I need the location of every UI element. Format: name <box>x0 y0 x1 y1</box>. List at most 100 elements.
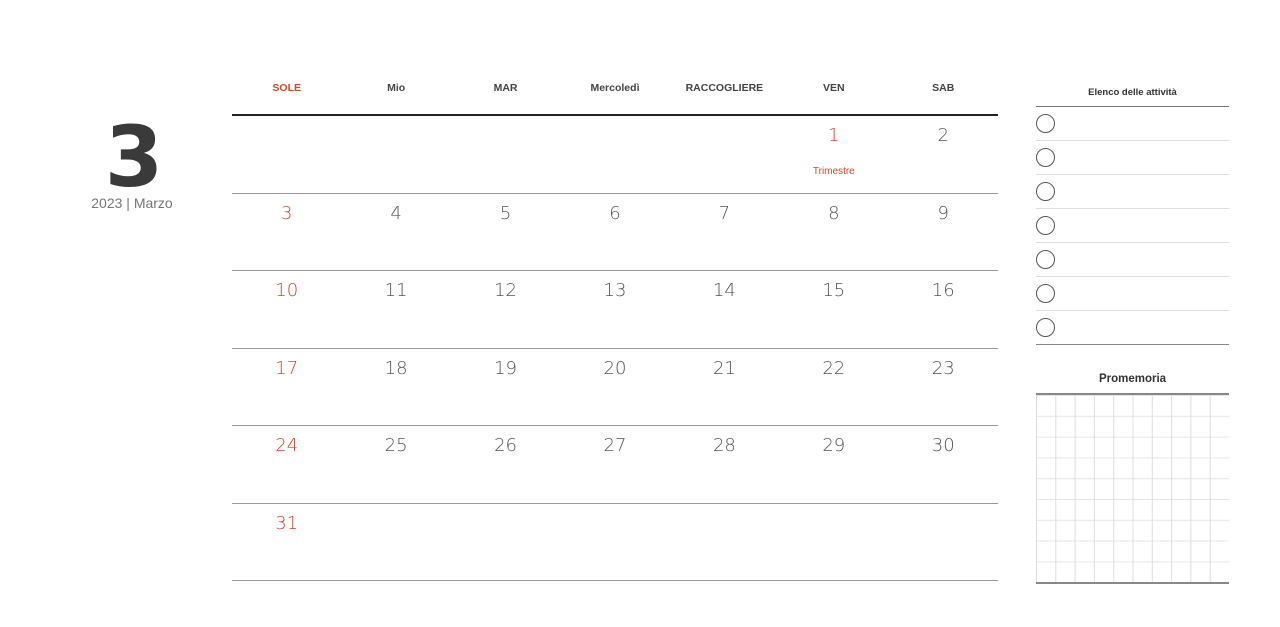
day-cell <box>560 504 669 581</box>
task-list-panel: Elenco delle attività <box>1036 82 1229 345</box>
checkbox-circle-icon[interactable] <box>1036 284 1055 303</box>
memo-grid[interactable] <box>1036 393 1229 584</box>
weekday-label: RACCOGLIERE <box>685 82 764 94</box>
weekday-label: VEN <box>823 82 845 94</box>
day-number: 19 <box>494 357 517 379</box>
day-number: 7 <box>718 202 731 224</box>
week-row: 10 11 12 13 14 15 16 <box>232 271 998 349</box>
day-number: 25 <box>384 435 408 456</box>
day-number: 26 <box>494 435 517 456</box>
day-cell <box>670 504 779 581</box>
day-number: 17 <box>275 357 299 379</box>
day-number: 29 <box>822 435 846 456</box>
task-list-title: Elenco delle attività <box>1088 87 1177 98</box>
checkbox-circle-icon[interactable] <box>1036 148 1055 167</box>
month-number: 3 <box>104 108 164 206</box>
day-cell[interactable]: 8 <box>779 194 888 271</box>
day-number: 5 <box>499 202 512 224</box>
day-number: 21 <box>712 357 736 379</box>
day-cell[interactable]: 18 <box>341 349 450 426</box>
day-number: 18 <box>384 357 408 379</box>
day-cell <box>341 504 450 581</box>
day-cell[interactable]: 7 <box>670 194 779 271</box>
memo-panel: Promemoria <box>1036 369 1229 584</box>
task-item[interactable] <box>1036 175 1229 209</box>
task-item[interactable] <box>1036 311 1229 345</box>
day-cell[interactable]: 31 <box>232 504 341 581</box>
day-cell[interactable]: 23 <box>889 349 998 426</box>
checkbox-circle-icon[interactable] <box>1036 318 1055 337</box>
memo-title: Promemoria <box>1098 373 1167 385</box>
checkbox-circle-icon[interactable] <box>1036 182 1055 201</box>
event-label: Trimestre <box>812 166 855 177</box>
weekday-label: Mio <box>387 82 406 94</box>
day-cell[interactable]: 14 <box>670 271 779 348</box>
day-cell[interactable]: 16 <box>889 271 998 348</box>
day-cell[interactable]: 10 <box>232 271 341 348</box>
day-cell[interactable]: 2 <box>889 116 998 193</box>
day-number: 23 <box>931 357 955 379</box>
day-number: 30 <box>931 435 955 456</box>
day-cell[interactable]: 11 <box>341 271 450 348</box>
checkbox-circle-icon[interactable] <box>1036 250 1055 269</box>
day-number: 2 <box>937 125 949 146</box>
day-cell[interactable]: 22 <box>779 349 888 426</box>
day-cell[interactable]: 28 <box>670 426 779 503</box>
day-cell[interactable]: 3 <box>232 194 341 271</box>
day-cell[interactable]: 17 <box>232 349 341 426</box>
calendar-grid: SOLE Mio MAR Mercoledì RACCOGLIERE VEN SAB 1 Tr… <box>232 70 998 581</box>
day-cell[interactable]: 21 <box>670 349 779 426</box>
week-row: 3 4 5 6 7 8 9 <box>232 194 998 271</box>
day-number: 28 <box>712 435 736 456</box>
day-cell[interactable]: 29 <box>779 426 888 503</box>
day-number: 22 <box>822 357 846 379</box>
day-cell[interactable]: 26 <box>451 426 560 503</box>
weekday-header: SOLE Mio MAR Mercoledì RACCOGLIERE VEN SAB <box>232 70 998 116</box>
checkbox-circle-icon[interactable] <box>1036 114 1055 133</box>
day-number: 3 <box>280 202 293 224</box>
day-cell[interactable]: 6 <box>560 194 669 271</box>
day-cell[interactable]: 24 <box>232 426 341 503</box>
task-item[interactable] <box>1036 107 1229 141</box>
day-cell <box>232 116 341 193</box>
day-cell[interactable]: 12 <box>451 271 560 348</box>
day-cell[interactable]: 13 <box>560 271 669 348</box>
checkbox-circle-icon[interactable] <box>1036 216 1055 235</box>
day-number: 14 <box>712 280 736 301</box>
week-row: 31 <box>232 504 998 581</box>
day-cell[interactable]: 1 Trimestre <box>779 116 888 193</box>
week-row: 1 Trimestre 2 <box>232 116 998 194</box>
day-number: 6 <box>609 202 621 224</box>
day-cell <box>560 116 669 193</box>
day-cell[interactable]: 9 <box>889 194 998 271</box>
day-cell[interactable]: 25 <box>341 426 450 503</box>
day-number: 8 <box>828 202 840 224</box>
day-cell[interactable]: 15 <box>779 271 888 348</box>
task-item[interactable] <box>1036 141 1229 175</box>
day-number: 13 <box>603 280 627 301</box>
day-cell[interactable]: 20 <box>560 349 669 426</box>
day-cell <box>779 504 888 581</box>
day-cell[interactable]: 19 <box>451 349 560 426</box>
day-number: 31 <box>275 512 299 534</box>
day-number: 4 <box>390 202 402 224</box>
year-month-label: 2023 | Marzo <box>91 195 173 211</box>
weekday-label: SAB <box>932 82 955 94</box>
day-number: 24 <box>275 435 299 456</box>
day-cell <box>670 116 779 193</box>
day-number: 27 <box>603 435 627 456</box>
day-number: 1 <box>828 125 840 146</box>
day-cell[interactable]: 30 <box>889 426 998 503</box>
day-number: 9 <box>937 202 949 224</box>
task-item[interactable] <box>1036 209 1229 243</box>
task-item[interactable] <box>1036 277 1229 311</box>
week-row: 24 25 26 27 28 29 30 <box>232 426 998 504</box>
day-cell[interactable]: 4 <box>341 194 450 271</box>
day-cell <box>889 504 998 581</box>
day-cell <box>451 116 560 193</box>
day-number: 20 <box>603 357 627 379</box>
task-item[interactable] <box>1036 243 1229 277</box>
day-cell[interactable]: 5 <box>451 194 560 271</box>
week-row: 17 18 19 20 21 22 23 <box>232 349 998 426</box>
day-cell[interactable]: 27 <box>560 426 669 503</box>
